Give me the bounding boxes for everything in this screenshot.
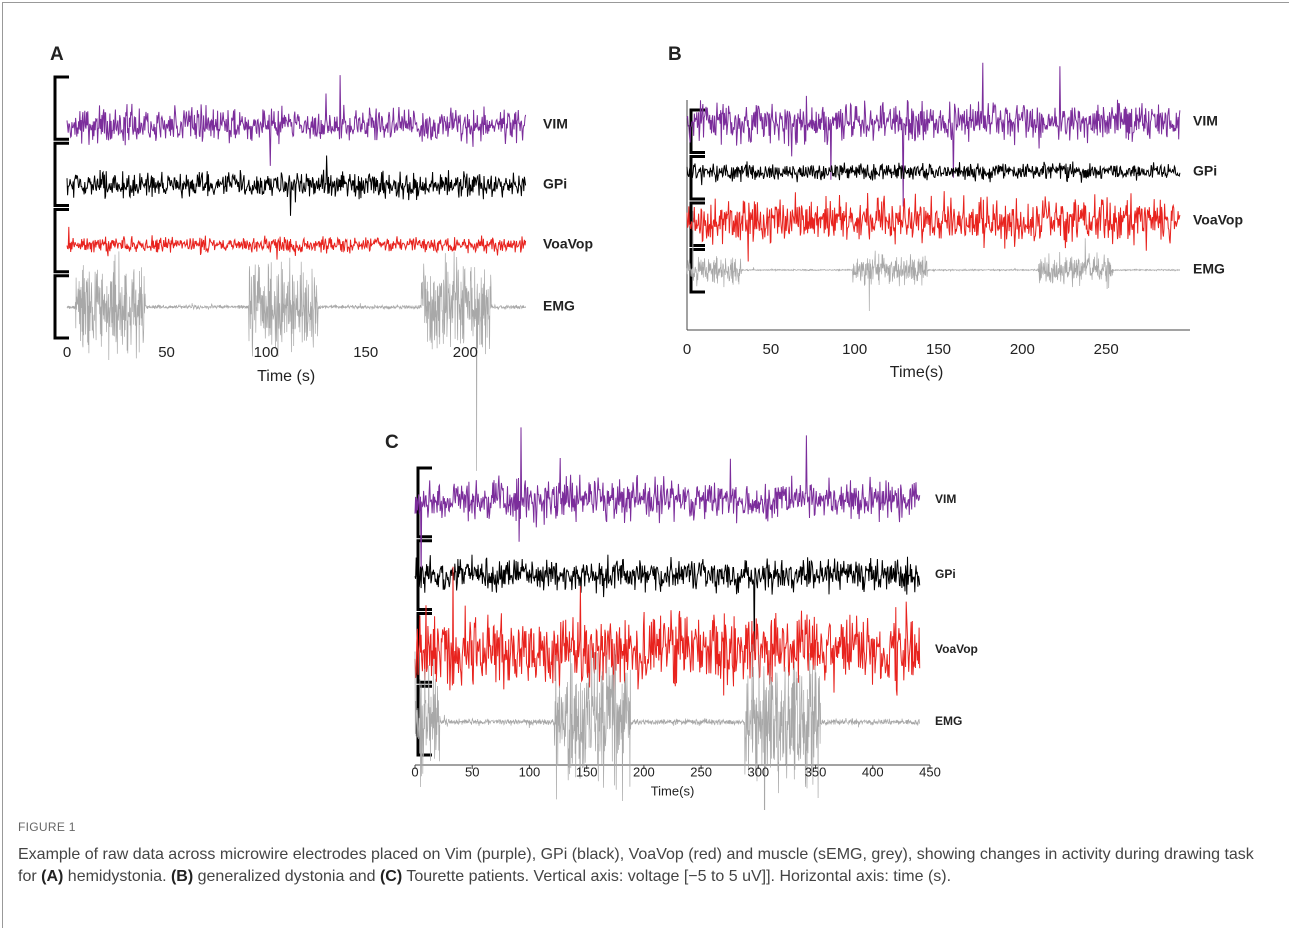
channel-label: GPi xyxy=(1193,163,1217,179)
x-tick-label: 250 xyxy=(690,764,712,779)
x-tick-label: 200 xyxy=(1010,341,1035,358)
channel-label: VoaVop xyxy=(935,642,978,656)
trace xyxy=(66,226,527,260)
x-tick-label: 100 xyxy=(519,764,541,779)
caption-part: (C) xyxy=(379,868,403,885)
channel-label: VIM xyxy=(1193,113,1218,129)
x-tick-label: 100 xyxy=(254,344,279,361)
trace xyxy=(414,427,921,583)
trace xyxy=(66,75,527,166)
scale-bracket xyxy=(53,75,69,141)
channel-label: VIM xyxy=(935,492,956,506)
x-tick-label: 200 xyxy=(633,764,655,779)
x-tick-label: 0 xyxy=(411,764,418,779)
x-axis-label: Time(s) xyxy=(651,783,695,798)
figure: A VIM GPi VoaVop EMG 0 50 100 150 200 Time (s) B VIM… xyxy=(50,44,1243,810)
caption-part: (A) xyxy=(41,868,64,885)
caption-part: generalized dystonia and xyxy=(193,868,380,885)
trace xyxy=(66,251,526,471)
x-tick-label: 150 xyxy=(576,764,598,779)
trace xyxy=(686,62,1181,207)
x-axis-label: Time(s) xyxy=(890,364,944,381)
x-tick-label: 300 xyxy=(747,764,769,779)
scale-bracket xyxy=(53,274,69,340)
panel-label: C xyxy=(385,432,399,453)
panel-label: B xyxy=(668,44,682,65)
caption-part: (B) xyxy=(170,868,194,885)
caption-part: Example of raw data across microwire ele… xyxy=(18,846,1254,885)
trace xyxy=(414,566,921,698)
x-tick-label: 200 xyxy=(453,344,478,361)
x-tick-label: 50 xyxy=(158,344,175,361)
channel-label: GPi xyxy=(543,176,567,192)
caption-text: Example of raw data across microwire ele… xyxy=(18,844,1268,888)
caption: FIGURE 1 Example of raw data across micr… xyxy=(18,816,1268,888)
x-tick-label: 50 xyxy=(465,764,479,779)
caption-part: Tourette patients. Vertical axis: voltag… xyxy=(402,868,952,885)
trace xyxy=(66,155,527,216)
x-tick-label: 150 xyxy=(926,341,951,358)
channel-label: EMG xyxy=(1193,261,1225,277)
x-tick-label: 250 xyxy=(1094,341,1119,358)
channel-label: GPi xyxy=(935,567,956,581)
trace xyxy=(686,191,1181,262)
scale-bracket xyxy=(53,208,69,274)
channel-label: VoaVop xyxy=(1193,212,1243,228)
trace xyxy=(686,161,1181,186)
x-axis-label: Time (s) xyxy=(257,368,315,385)
caption-part: hemidystonia. xyxy=(63,868,171,885)
x-tick-label: 450 xyxy=(919,764,941,779)
channel-label: EMG xyxy=(543,298,575,314)
x-tick-label: 350 xyxy=(805,764,827,779)
trace xyxy=(414,644,921,810)
channel-label: VoaVop xyxy=(543,236,593,252)
x-tick-label: 0 xyxy=(683,341,691,358)
scale-bracket xyxy=(53,141,69,207)
channel-label: VIM xyxy=(543,116,568,132)
trace xyxy=(414,554,921,652)
x-tick-label: 150 xyxy=(353,344,378,361)
panel-label: A xyxy=(50,44,64,65)
trace xyxy=(686,210,1181,312)
x-tick-label: 100 xyxy=(842,341,867,358)
x-tick-label: 0 xyxy=(63,344,71,361)
x-tick-label: 50 xyxy=(762,341,779,358)
caption-label: FIGURE 1 xyxy=(18,820,76,834)
channel-label: EMG xyxy=(935,714,962,728)
x-tick-label: 400 xyxy=(862,764,884,779)
scale-bracket xyxy=(689,155,705,201)
